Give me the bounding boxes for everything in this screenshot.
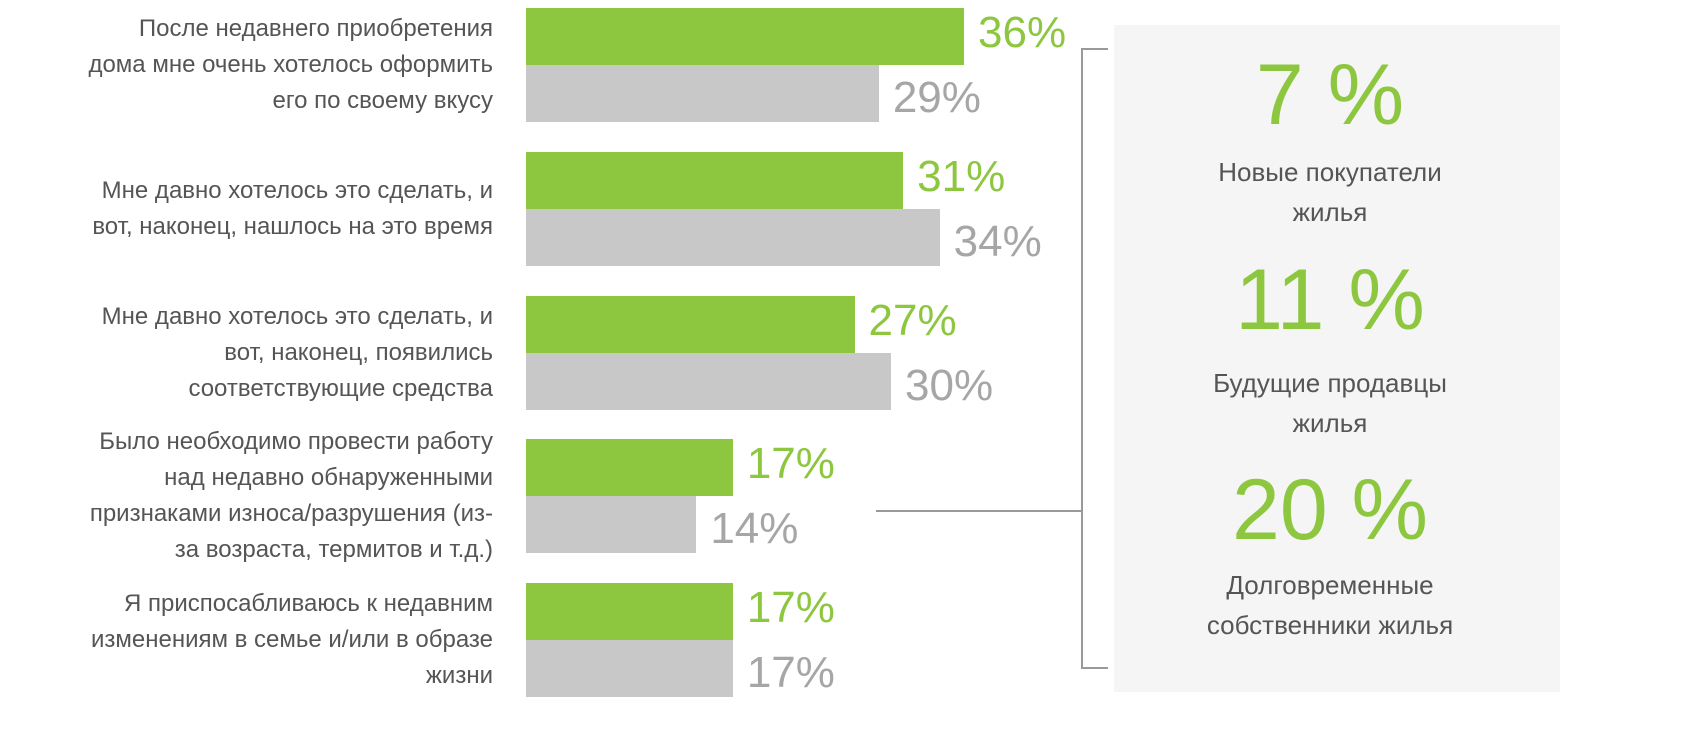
value-label: 31% <box>917 151 1006 201</box>
value-label: 17% <box>746 439 835 489</box>
bar <box>526 583 733 640</box>
value-label: 30% <box>905 360 994 410</box>
stat-figure: 7 % <box>1255 47 1405 143</box>
stat-figure: 11 % <box>1235 252 1425 348</box>
value-label: 17% <box>746 583 835 632</box>
category-label: Мне давно хотелось это сделать, и вот, н… <box>92 176 493 240</box>
value-label: 17% <box>746 648 835 697</box>
stat-caption: Будущие продавцы жилья <box>1213 368 1447 438</box>
value-label: 36% <box>978 8 1067 57</box>
stat-caption: Новые покупатели жилья <box>1218 157 1442 227</box>
connector <box>876 510 1082 512</box>
bar <box>526 8 964 65</box>
bar <box>526 640 733 697</box>
bar <box>526 496 697 554</box>
summary-panel <box>1114 25 1560 692</box>
stat-caption: Долговременные собственники жилья <box>1206 570 1454 640</box>
stat-figure: 20 % <box>1231 462 1429 558</box>
category-label: После недавнего приобретения дома мне оч… <box>88 15 493 114</box>
category-label: Мне давно хотелось это сделать, и вот, н… <box>101 302 493 402</box>
bar <box>526 439 733 497</box>
bracket <box>1081 48 1083 669</box>
category-label: Было необходимо провести работу над неда… <box>89 428 493 564</box>
bar <box>526 352 891 410</box>
value-label: 14% <box>710 504 799 554</box>
bar <box>526 295 855 353</box>
bar <box>526 151 904 209</box>
bar <box>526 208 940 266</box>
value-label: 29% <box>892 73 981 122</box>
bar <box>526 65 879 122</box>
bracket <box>1081 667 1108 669</box>
bracket <box>1081 48 1108 50</box>
category-label: Я приспосабливаюсь к недавним изменениям… <box>90 590 493 689</box>
value-label: 27% <box>868 295 957 345</box>
value-label: 34% <box>953 216 1042 266</box>
